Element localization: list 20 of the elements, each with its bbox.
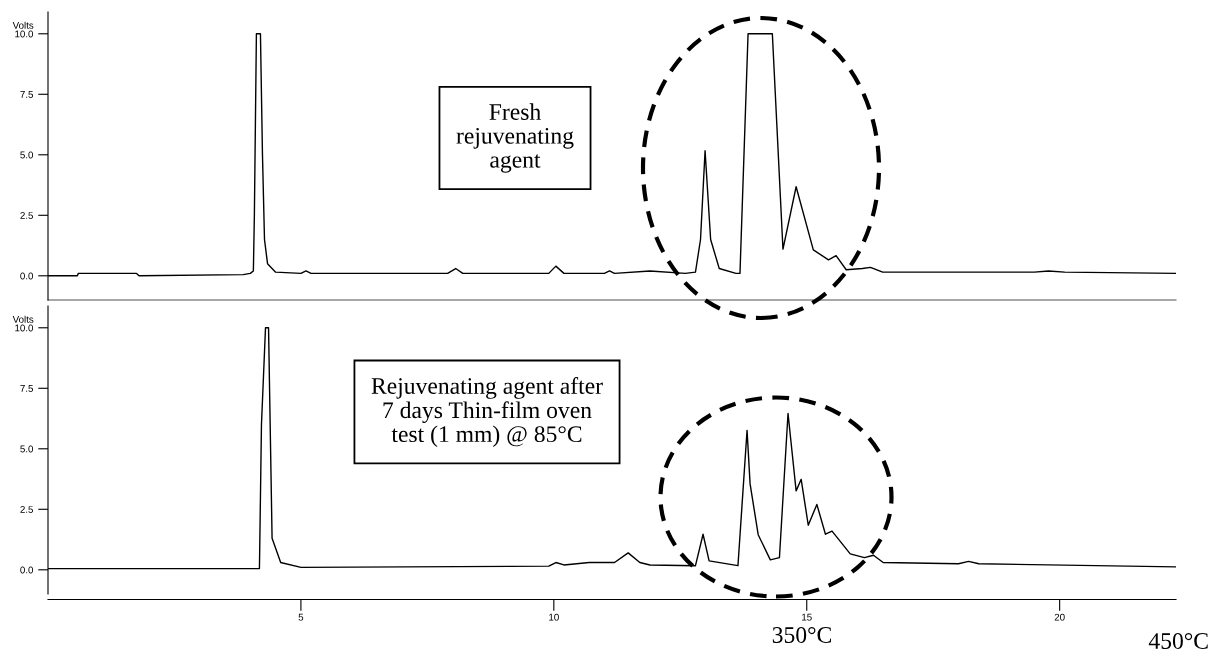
y-tick-label: 2.5: [20, 506, 34, 513]
x-tick-label: 10: [549, 613, 559, 621]
y-tick-label: 5.0: [20, 151, 34, 159]
y-tick-label: 2.5: [20, 212, 34, 219]
y-tick-label: 5.0: [20, 445, 34, 453]
text: 450°C: [1148, 632, 1208, 649]
y-tick-label: 0.0: [20, 566, 34, 574]
y-tick-label: 7.5: [20, 385, 34, 392]
x-tick-label: 20: [1054, 613, 1065, 621]
annotation: Fresh rejuvenating agent: [456, 103, 574, 173]
text: 350°C: [772, 626, 831, 643]
y-tick-label: 7.5: [20, 91, 34, 98]
x-tick-label: 5: [298, 613, 304, 621]
x-tick-label: 15: [802, 613, 812, 621]
y-tick-label: 10.0: [15, 324, 34, 332]
y-axis-title: Volts: [12, 21, 34, 29]
y-tick-label: 0.0: [20, 272, 34, 280]
annotation: Rejuvenating agent after 7 days Thin-film oven test (1 mm) @ 85°C: [371, 377, 603, 447]
y-tick-label: 10.0: [15, 30, 34, 38]
y-axis-title: Volts: [12, 315, 34, 323]
